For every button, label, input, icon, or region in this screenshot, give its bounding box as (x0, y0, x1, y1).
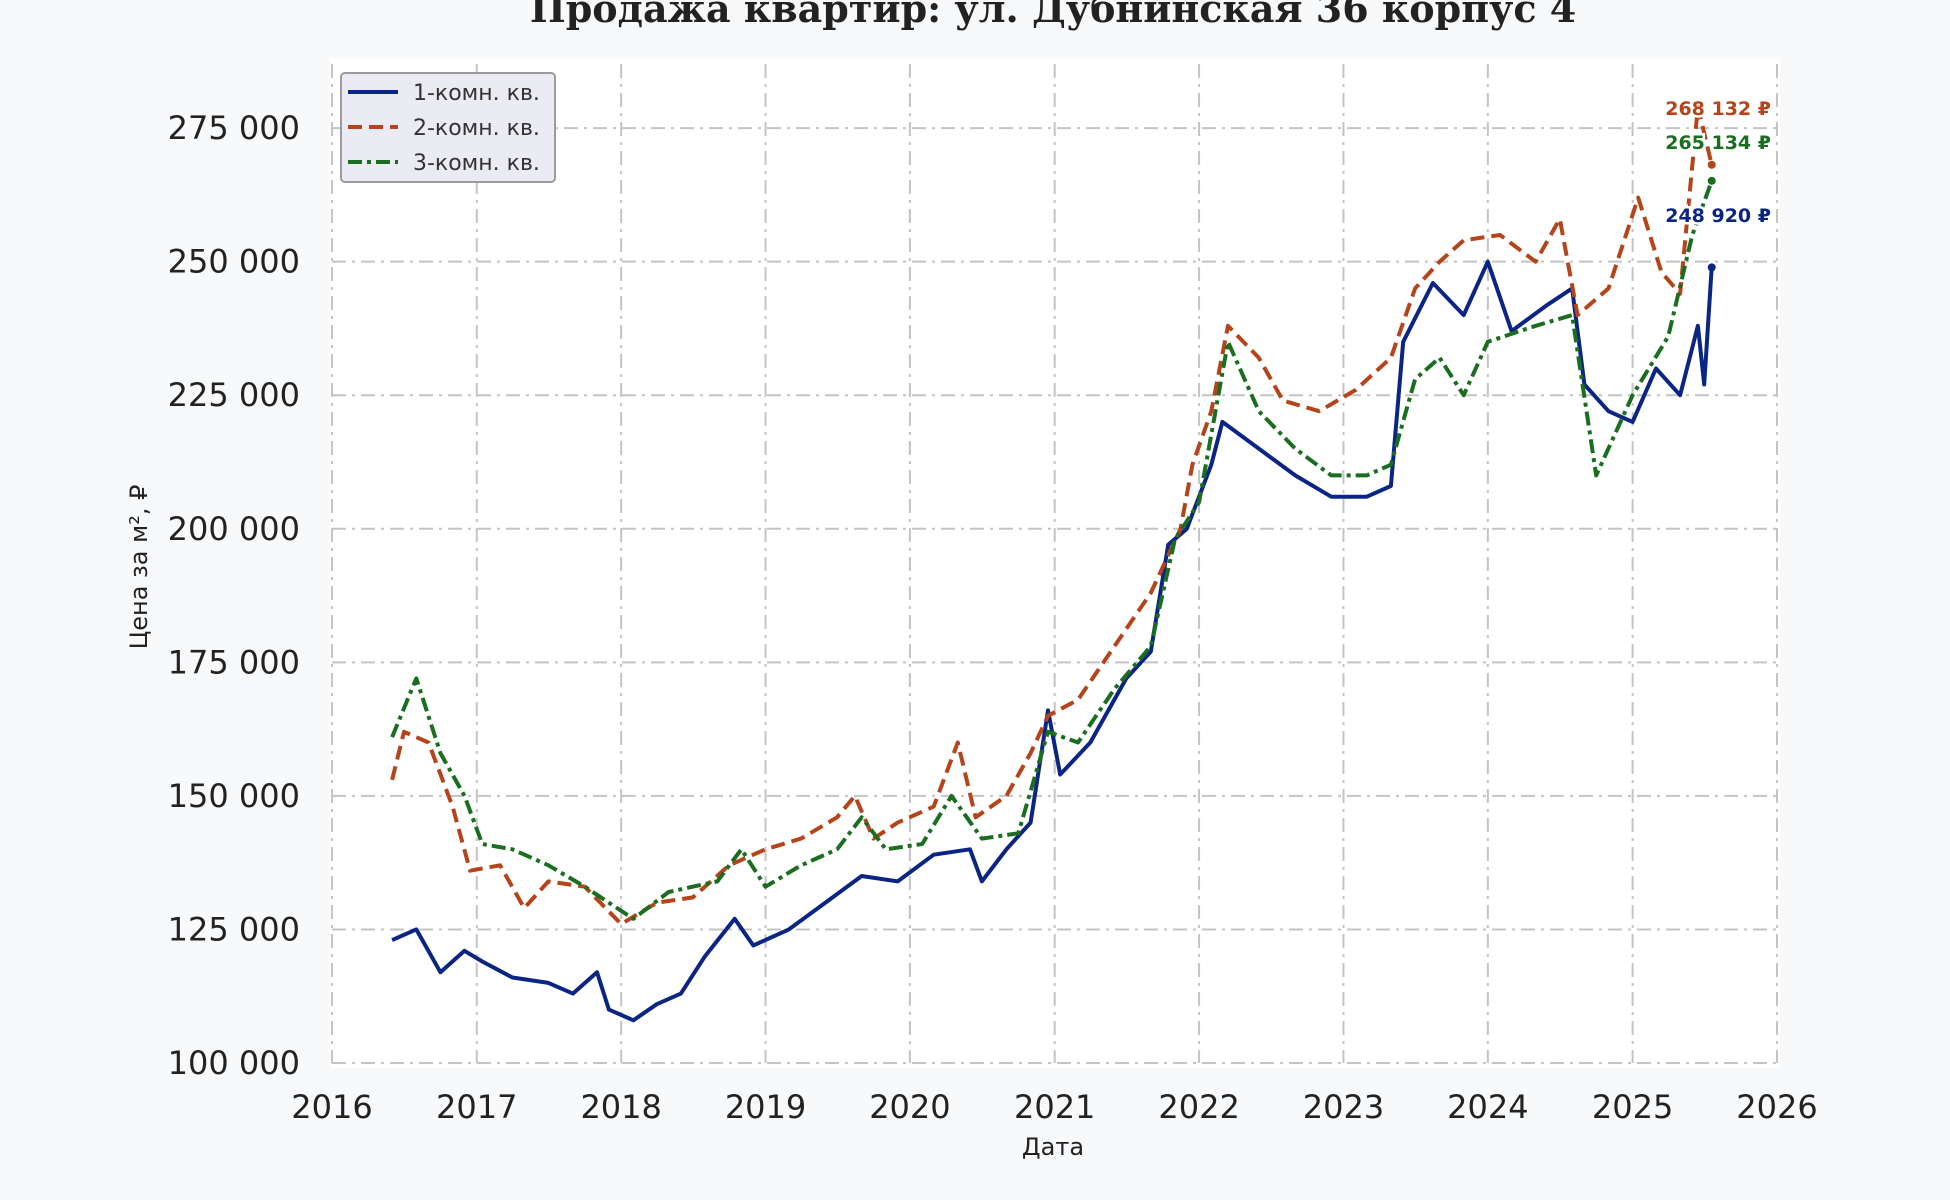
x-tick-label: 2021 (1014, 1088, 1095, 1126)
y-tick-label: 175 000 (168, 643, 300, 681)
y-tick-label: 250 000 (168, 243, 300, 281)
x-axis-label: Дата (1022, 1133, 1084, 1161)
legend-label-2: 2-комн. кв. (413, 116, 540, 141)
x-tick-label: 2025 (1592, 1088, 1673, 1126)
y-axis-label: Цена за м², ₽ (125, 485, 153, 650)
series-end-point-3 (1707, 176, 1716, 185)
legend-label-1: 1-комн. кв. (413, 81, 540, 106)
x-tick-label: 2019 (725, 1088, 806, 1126)
series-line-2 (390, 104, 1714, 927)
grid (331, 64, 1778, 1064)
x-tick-label: 2024 (1447, 1088, 1528, 1126)
x-tick-label: 2017 (436, 1088, 517, 1126)
x-tick-label: 2020 (869, 1088, 950, 1126)
x-tick-label: 2023 (1303, 1088, 1384, 1126)
y-tick-label: 275 000 (168, 109, 300, 147)
y-tick-label: 200 000 (168, 510, 300, 548)
series-layer (390, 104, 1716, 1023)
y-tick-label: 225 000 (168, 376, 300, 414)
legend-box (340, 72, 556, 183)
y-tick-label: 150 000 (168, 777, 300, 815)
x-tick-label: 2016 (291, 1088, 372, 1126)
series-line-1 (391, 259, 1714, 1023)
x-tick-label: 2022 (1158, 1088, 1239, 1126)
end-value-label-3: 265 134 ₽ (1665, 132, 1771, 154)
series-line-3 (390, 180, 1714, 921)
end-labels: 248 920 ₽ 268 132 ₽ 265 134 ₽ (1663, 96, 1774, 230)
series-end-point-1 (1707, 263, 1716, 272)
y-tick-label: 125 000 (168, 910, 300, 948)
tick-labels: 100 000 125 000 150 000 175 000 200 000 225 0… (168, 109, 1818, 1126)
x-tick-label: 2018 (580, 1088, 661, 1126)
x-tick-label: 2026 (1736, 1088, 1817, 1126)
series-end-point-2 (1707, 160, 1716, 169)
chart-title: Продажа квартир: ул. Дубнинская 36 корпу… (530, 0, 1576, 31)
legend: 1-комн. кв. 2-комн. кв. 3-комн. кв. (340, 72, 556, 183)
y-tick-label: 100 000 (168, 1044, 300, 1082)
legend-label-3: 3-комн. кв. (413, 151, 540, 176)
end-value-label-2: 268 132 ₽ (1665, 98, 1771, 120)
end-value-label-1: 248 920 ₽ (1665, 205, 1771, 227)
